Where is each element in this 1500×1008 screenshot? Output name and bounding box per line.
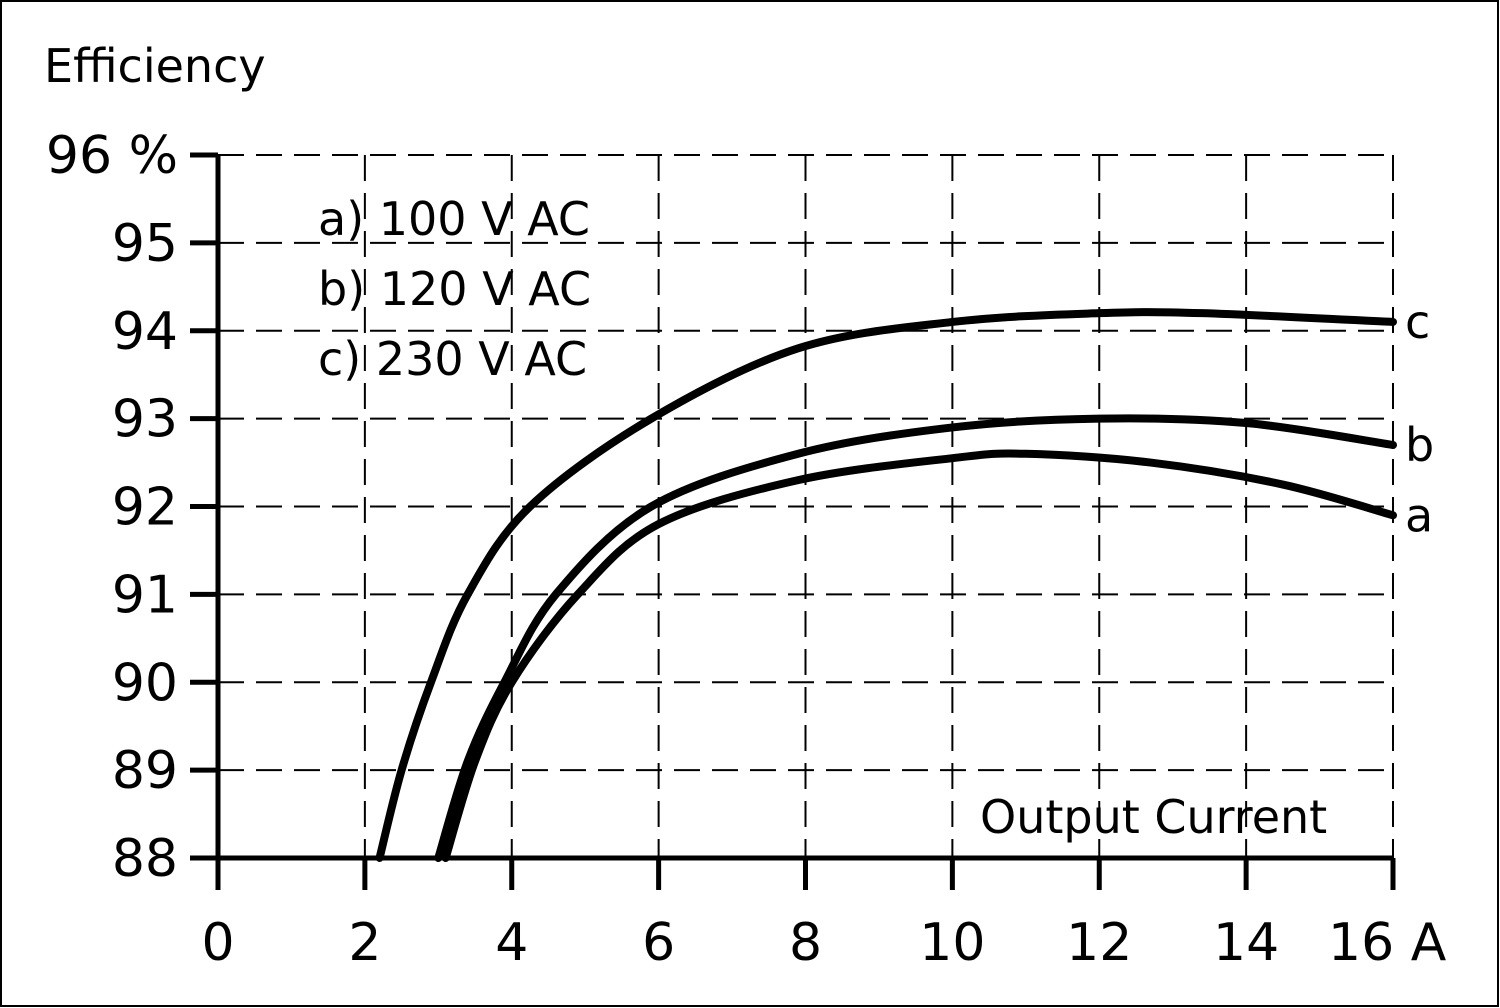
tick-labels: 88 89 90 91 92 93 94 95 96 % 0 2 4 6 8 10 12 14 16 A (46, 126, 1447, 973)
series-label-c: c (1405, 295, 1430, 349)
y-axis-label: Efficiency (44, 39, 266, 93)
y-tick-label: 93 (112, 390, 178, 450)
y-tick-label: 95 (112, 214, 178, 274)
y-tick-label: 88 (112, 829, 178, 889)
y-tick-label: 89 (112, 741, 178, 801)
y-tick-label: 91 (112, 565, 178, 625)
y-tick-label: 92 (112, 478, 178, 538)
legend-entry: c) 230 V AC (318, 332, 587, 386)
x-tick-label: 10 (919, 913, 985, 973)
x-tick-label: 16 A (1328, 913, 1447, 973)
x-axis-label: Output Current (980, 790, 1327, 844)
series-line-b (434, 414, 1397, 862)
x-tick-label: 2 (348, 913, 381, 973)
legend-entry: b) 120 V AC (318, 262, 591, 316)
series-label-b: b (1405, 418, 1434, 472)
y-tick-label: 90 (112, 653, 178, 713)
x-tick-label: 12 (1066, 913, 1132, 973)
y-tick-label: 94 (112, 302, 178, 362)
series-line-a (441, 449, 1397, 862)
x-tick-label: 0 (201, 913, 234, 973)
x-tick-label: 6 (642, 913, 675, 973)
grid (218, 154, 1394, 858)
x-tick-label: 14 (1213, 913, 1279, 973)
legend: a) 100 V AC b) 120 V AC c) 230 V AC (318, 192, 591, 386)
series-label-a: a (1405, 488, 1433, 542)
series-line-c (375, 308, 1397, 862)
x-tick-label: 8 (789, 913, 822, 973)
axes (190, 152, 1396, 890)
series-lines (375, 308, 1397, 862)
y-tick-label: 96 % (46, 126, 178, 186)
x-tick-label: 4 (495, 913, 528, 973)
series-end-labels: ab c (1405, 295, 1434, 542)
legend-entry: a) 100 V AC (318, 192, 590, 246)
